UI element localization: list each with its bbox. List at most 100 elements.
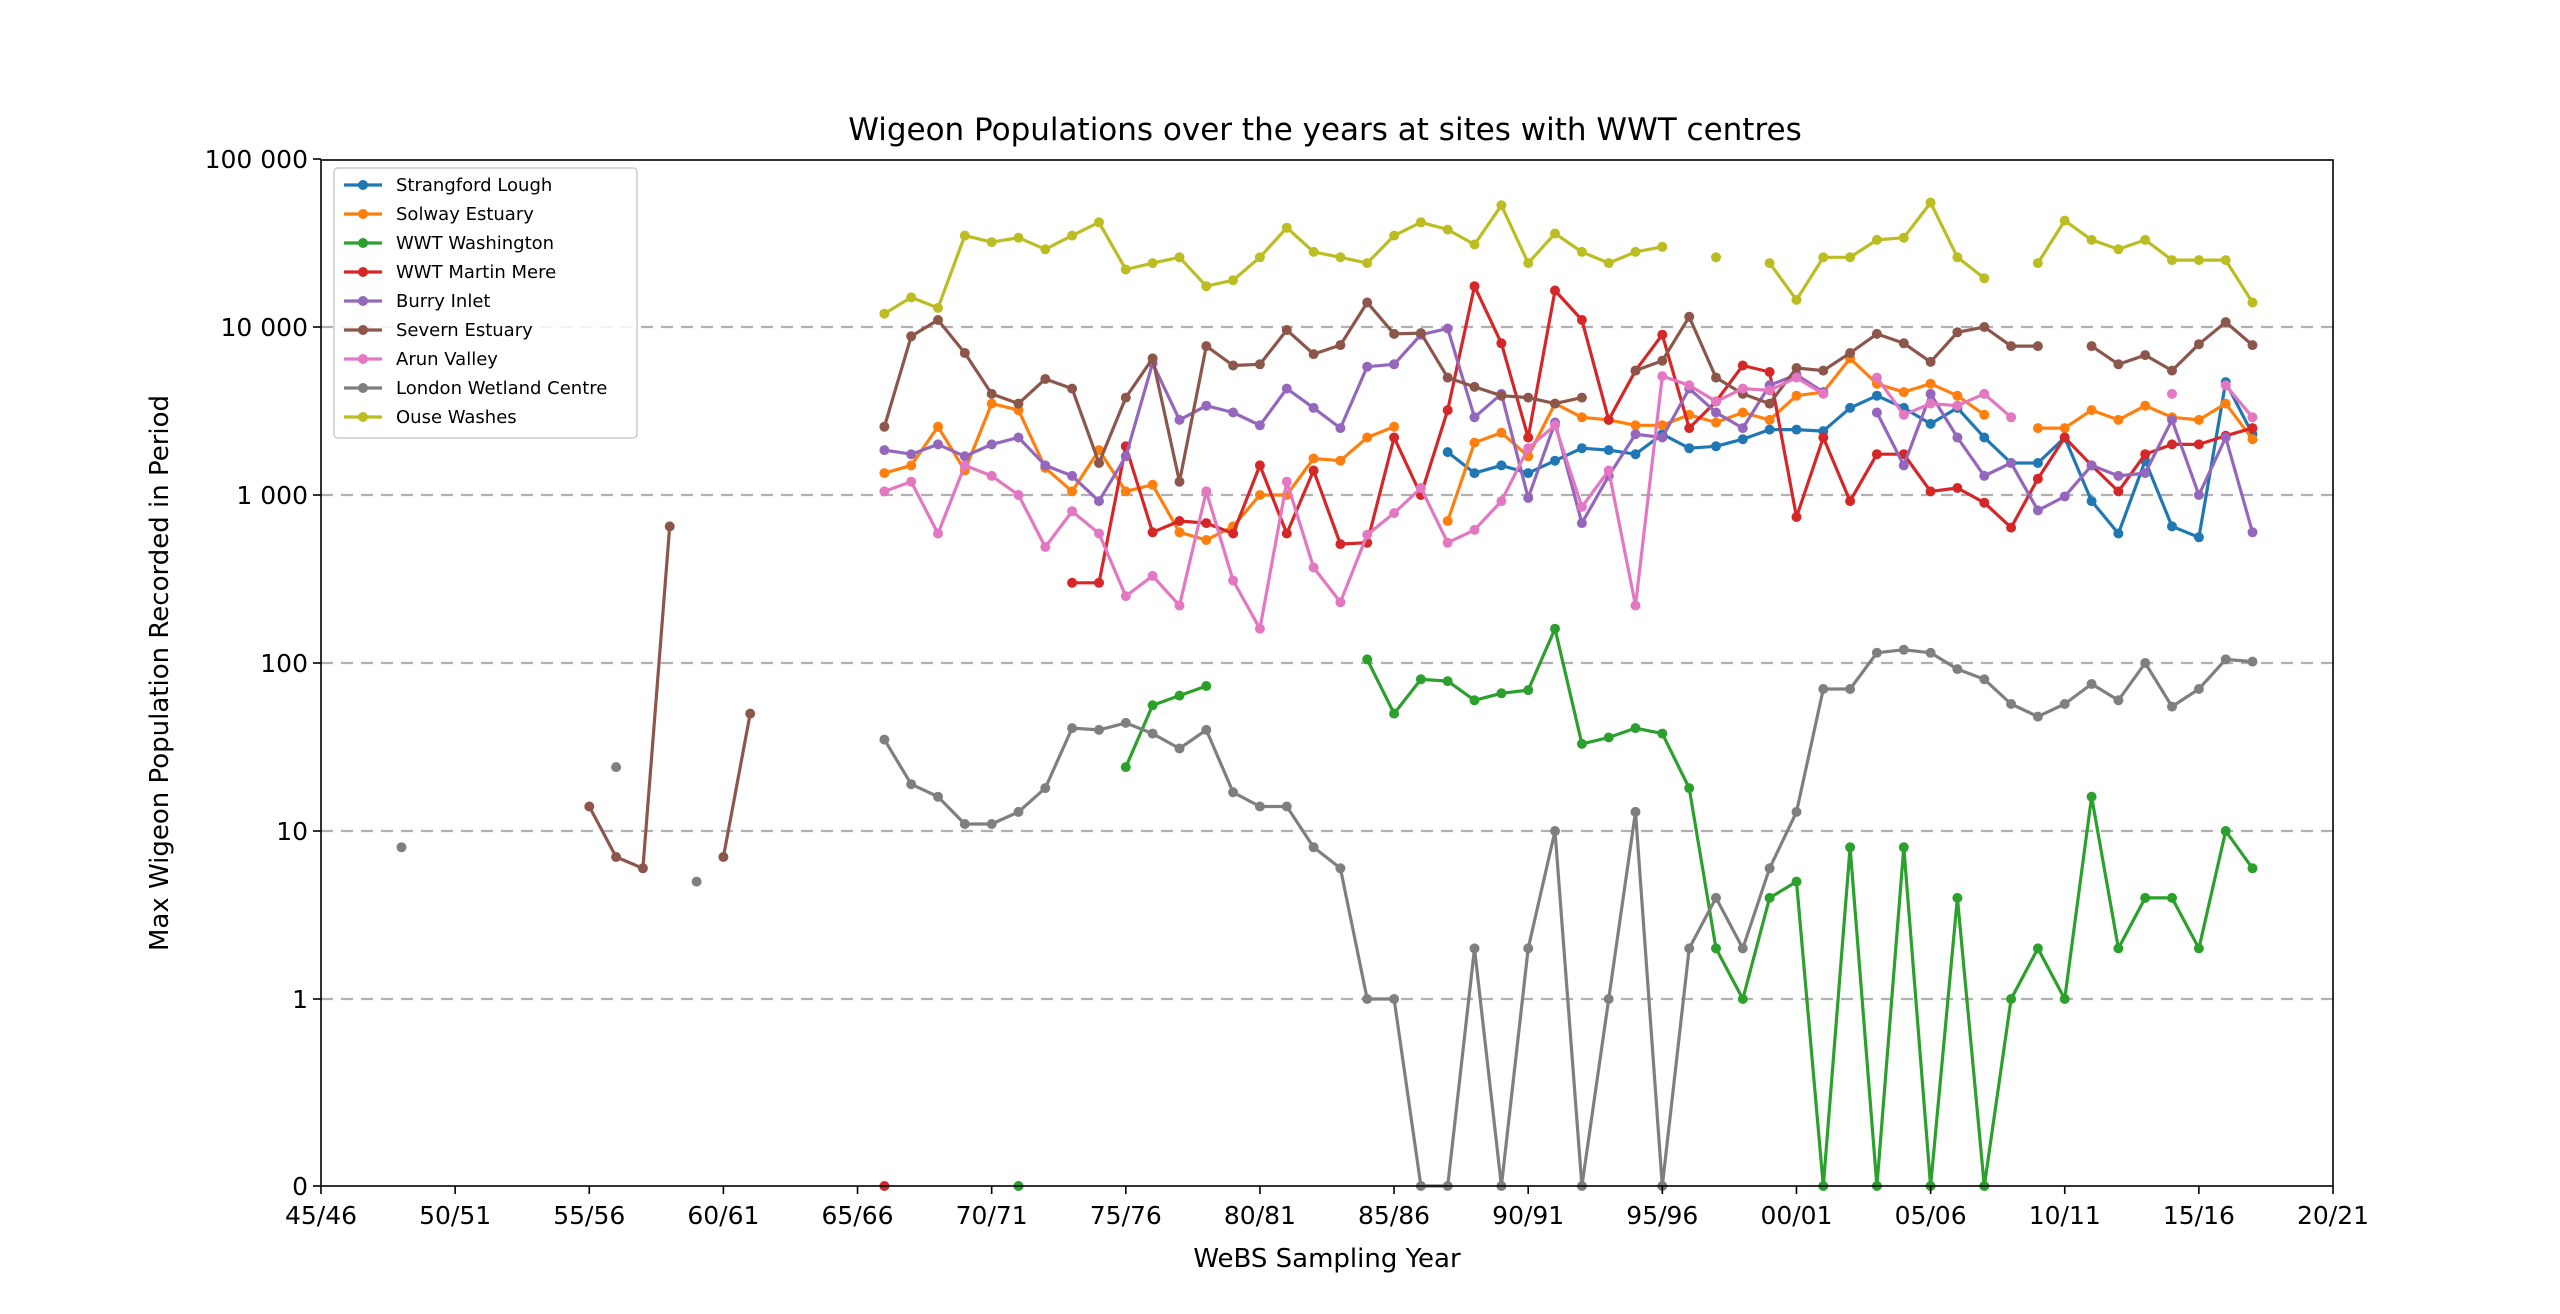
data-point — [1791, 424, 1802, 435]
data-point — [1335, 252, 1346, 263]
data-point — [1496, 338, 1507, 349]
data-point — [1871, 407, 1882, 418]
data-point — [1496, 688, 1507, 699]
data-point — [1415, 328, 1426, 339]
data-point — [2247, 340, 2258, 351]
legend-label: Burry Inlet — [396, 291, 490, 312]
data-point — [1442, 224, 1453, 235]
data-point — [1925, 378, 1936, 389]
data-point — [1737, 434, 1748, 445]
data-point — [2086, 791, 2097, 802]
data-point — [1201, 400, 1212, 411]
data-point — [1040, 783, 1051, 794]
data-point — [1147, 728, 1158, 739]
data-point — [1496, 200, 1507, 211]
x-tick-label: 80/81 — [1224, 1201, 1296, 1230]
data-point — [1442, 516, 1453, 526]
legend-marker — [358, 383, 368, 393]
data-point — [1898, 338, 1909, 349]
data-point — [1657, 728, 1668, 739]
data-point — [2032, 473, 2043, 484]
data-point — [1442, 537, 1453, 548]
data-point — [1254, 252, 1265, 263]
data-point — [933, 528, 943, 539]
x-tick-label: 70/71 — [956, 1201, 1028, 1230]
data-point — [2140, 468, 2151, 479]
data-point — [1603, 258, 1614, 269]
data-point — [1979, 470, 1990, 481]
data-point — [1281, 325, 1292, 335]
data-point — [2086, 460, 2097, 471]
data-point — [1308, 402, 1319, 413]
legend-item: Strangford Lough — [344, 175, 552, 196]
data-point — [1630, 723, 1641, 734]
data-point — [1603, 994, 1614, 1004]
data-point — [1094, 528, 1104, 539]
data-point — [1335, 539, 1346, 550]
data-point — [1550, 228, 1560, 239]
data-point — [691, 876, 702, 887]
legend-item: WWT Martin Mere — [344, 262, 556, 283]
data-point — [1711, 892, 1721, 903]
data-point — [2086, 234, 2097, 245]
data-point — [906, 460, 917, 471]
data-point — [1898, 460, 1909, 471]
data-point — [1174, 527, 1185, 538]
data-point — [1067, 383, 1078, 394]
data-point — [2193, 339, 2204, 350]
legend-label: WWT Washington — [396, 233, 554, 254]
data-point — [1871, 372, 1882, 383]
data-point — [1791, 372, 1802, 383]
gridlines — [321, 325, 2333, 1001]
data-point — [1764, 398, 1775, 409]
series-line — [884, 326, 1825, 525]
data-point — [2113, 244, 2124, 255]
data-point — [1630, 806, 1641, 817]
data-point — [1871, 390, 1882, 401]
data-point — [1657, 432, 1668, 443]
series-line — [883, 648, 2253, 1188]
data-point — [1201, 281, 1212, 292]
data-point — [1094, 496, 1104, 507]
data-point — [906, 779, 917, 790]
data-point — [1818, 365, 1829, 376]
data-point — [1094, 217, 1104, 228]
x-tick-label: 95/96 — [1626, 1201, 1698, 1230]
data-point — [879, 308, 890, 319]
data-point — [1254, 420, 1265, 431]
data-point — [1979, 497, 1990, 508]
data-point — [1737, 943, 1748, 954]
data-point — [1335, 340, 1346, 351]
data-point — [1496, 390, 1507, 401]
data-point — [1308, 349, 1319, 360]
series-london-wetland-centre — [396, 644, 2258, 1191]
data-point — [1550, 623, 1560, 634]
data-point — [2006, 412, 2017, 423]
data-point — [1335, 455, 1346, 466]
data-point — [2247, 434, 2258, 445]
data-point — [2140, 892, 2151, 903]
data-point — [1335, 863, 1346, 874]
data-point — [959, 348, 970, 358]
data-point — [2113, 695, 2124, 706]
data-point — [986, 237, 997, 248]
data-point — [1147, 353, 1158, 364]
data-point — [1523, 443, 1534, 454]
data-point — [2220, 654, 2231, 665]
data-point — [1469, 524, 1480, 535]
legend-label: Solway Estuary — [396, 204, 534, 225]
data-point — [1201, 724, 1212, 735]
legend-item: WWT Washington — [344, 233, 554, 254]
data-point — [1067, 470, 1078, 481]
y-tick-label: 10 — [276, 817, 308, 846]
data-point — [1898, 842, 1909, 853]
data-point — [1898, 232, 1909, 243]
data-point — [1764, 258, 1775, 269]
data-point — [1925, 486, 1936, 497]
data-point — [2220, 826, 2231, 836]
legend-label: Severn Estuary — [396, 320, 533, 341]
data-point — [1228, 528, 1239, 539]
data-point — [906, 292, 917, 303]
data-point — [1871, 328, 1882, 339]
